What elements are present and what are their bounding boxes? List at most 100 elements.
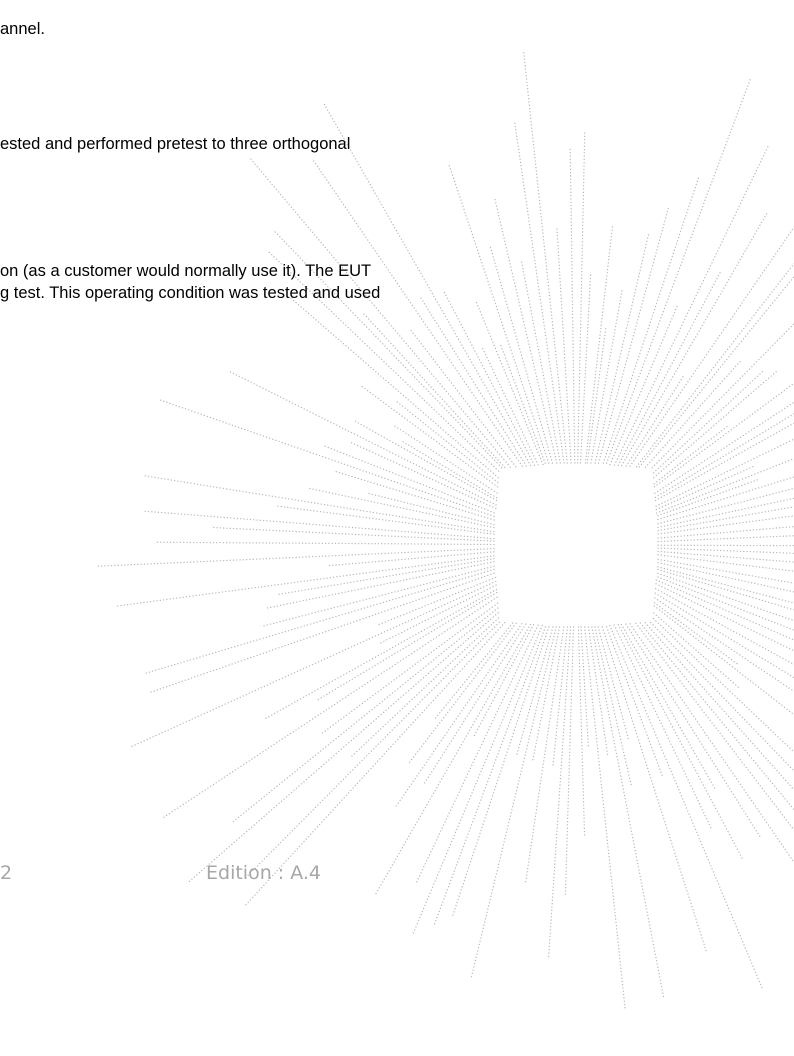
sunburst-ray	[597, 205, 670, 464]
sunburst-ray	[262, 565, 495, 627]
sunburst-ray	[657, 515, 794, 535]
sunburst-ray	[277, 557, 495, 596]
sunburst-ray	[597, 626, 630, 741]
sunburst-ray	[657, 525, 794, 539]
sunburst-ray	[625, 375, 685, 467]
sunburst-ray	[657, 558, 794, 584]
sunburst-ray	[594, 231, 650, 464]
body-text-line: ested and performed pretest to three ort…	[0, 135, 351, 153]
sunburst-ray	[651, 322, 794, 469]
sunburst-ray	[653, 605, 794, 716]
sunburst-ray	[564, 626, 575, 896]
sunburst-ray	[654, 587, 794, 666]
sunburst-ray	[650, 621, 794, 772]
sunburst-ray	[594, 626, 633, 789]
sunburst-ray	[520, 260, 561, 464]
sunburst-ray	[434, 622, 514, 720]
sunburst-ray	[289, 296, 499, 479]
sunburst-ray	[657, 554, 794, 572]
sunburst-ray	[657, 544, 794, 547]
sunburst-ray	[655, 465, 756, 511]
sunburst-ray	[276, 505, 495, 535]
sunburst-ray	[475, 300, 544, 466]
sunburst-ray	[609, 305, 678, 466]
sunburst-ray	[652, 369, 765, 474]
sunburst-ray	[625, 623, 762, 839]
sunburst-ray	[394, 623, 523, 809]
sunburst-ray	[639, 622, 794, 811]
sunburst-ray	[323, 103, 532, 467]
sunburst-ray	[500, 344, 546, 464]
sunburst-ray	[586, 326, 607, 464]
sunburst-ray	[360, 385, 499, 488]
sunburst-ray	[655, 438, 794, 507]
sunburst-ray	[621, 210, 769, 467]
sunburst-ray	[655, 583, 794, 652]
sunburst-ray	[613, 145, 769, 466]
sunburst-ray	[657, 535, 794, 543]
sunburst-ray	[653, 602, 740, 666]
sunburst-ray	[113, 555, 495, 608]
sunburst-ray	[613, 624, 713, 830]
sunburst-ray	[590, 289, 623, 464]
sunburst-ray	[654, 422, 794, 502]
sunburst-ray	[638, 275, 794, 468]
sunburst-ray	[349, 441, 497, 510]
sunburst-ray	[569, 148, 576, 464]
sunburst-ray	[493, 196, 558, 464]
sunburst-ray	[157, 398, 495, 518]
sunburst-ray	[657, 497, 794, 529]
sunburst-ray	[516, 626, 554, 756]
sunburst-ray	[657, 566, 794, 604]
sunburst-ray	[605, 626, 664, 779]
sunburst-ray	[248, 156, 511, 468]
sunburst-ray	[654, 413, 794, 498]
sunburst-ray	[362, 312, 506, 469]
sunburst-ray	[480, 345, 539, 466]
footer-edition: Edition : A.4	[206, 862, 322, 884]
sunburst-ray	[408, 622, 517, 763]
sunburst-ray	[231, 607, 499, 824]
sunburst-ray	[411, 624, 543, 936]
sunburst-ray	[414, 624, 539, 885]
sunburst-ray	[143, 510, 495, 540]
sunburst-ray	[187, 612, 499, 883]
sunburst-ray	[620, 623, 717, 791]
sunburst-ray	[655, 457, 794, 514]
sunburst-ray	[579, 273, 592, 464]
sunburst-ray	[653, 425, 729, 485]
sunburst-ray	[605, 76, 752, 464]
sunburst-ray	[513, 120, 565, 464]
sunburst-ray	[312, 158, 523, 467]
sunburst-ray	[262, 588, 498, 721]
footer-page-number: 2	[0, 862, 13, 884]
sunburst-ray	[470, 626, 557, 978]
sunburst-ray	[410, 329, 517, 468]
sunburst-ray	[653, 370, 778, 479]
sunburst-ray	[442, 290, 536, 466]
sunburst-ray	[609, 624, 764, 990]
sunburst-ray	[433, 626, 547, 926]
sunburst-ray	[584, 626, 626, 1009]
sunburst-ray	[447, 162, 550, 464]
sunburst-ray	[153, 541, 495, 546]
sunburst-ray	[635, 262, 794, 468]
body-text-line: g test. This operating condition was tes…	[0, 284, 381, 302]
sunburst-ray	[644, 622, 794, 791]
sunburst-ray	[211, 526, 495, 542]
sunburst-ray	[373, 623, 532, 897]
sunburst-ray	[653, 612, 741, 690]
sunburst-ray	[377, 576, 497, 626]
sunburst-ray	[556, 226, 572, 464]
sunburst-ray	[617, 624, 744, 860]
sunburst-ray	[321, 602, 499, 735]
sunburst-ray	[617, 271, 721, 466]
sunburst-ray	[629, 623, 794, 864]
sunburst-ray	[131, 580, 497, 748]
sunburst-ray	[400, 439, 498, 499]
sunburst-ray	[652, 617, 794, 753]
sunburst-ray	[267, 250, 500, 472]
sunburst-ray	[657, 487, 794, 525]
sunburst-ray	[322, 444, 495, 514]
sunburst-ray	[577, 626, 586, 838]
